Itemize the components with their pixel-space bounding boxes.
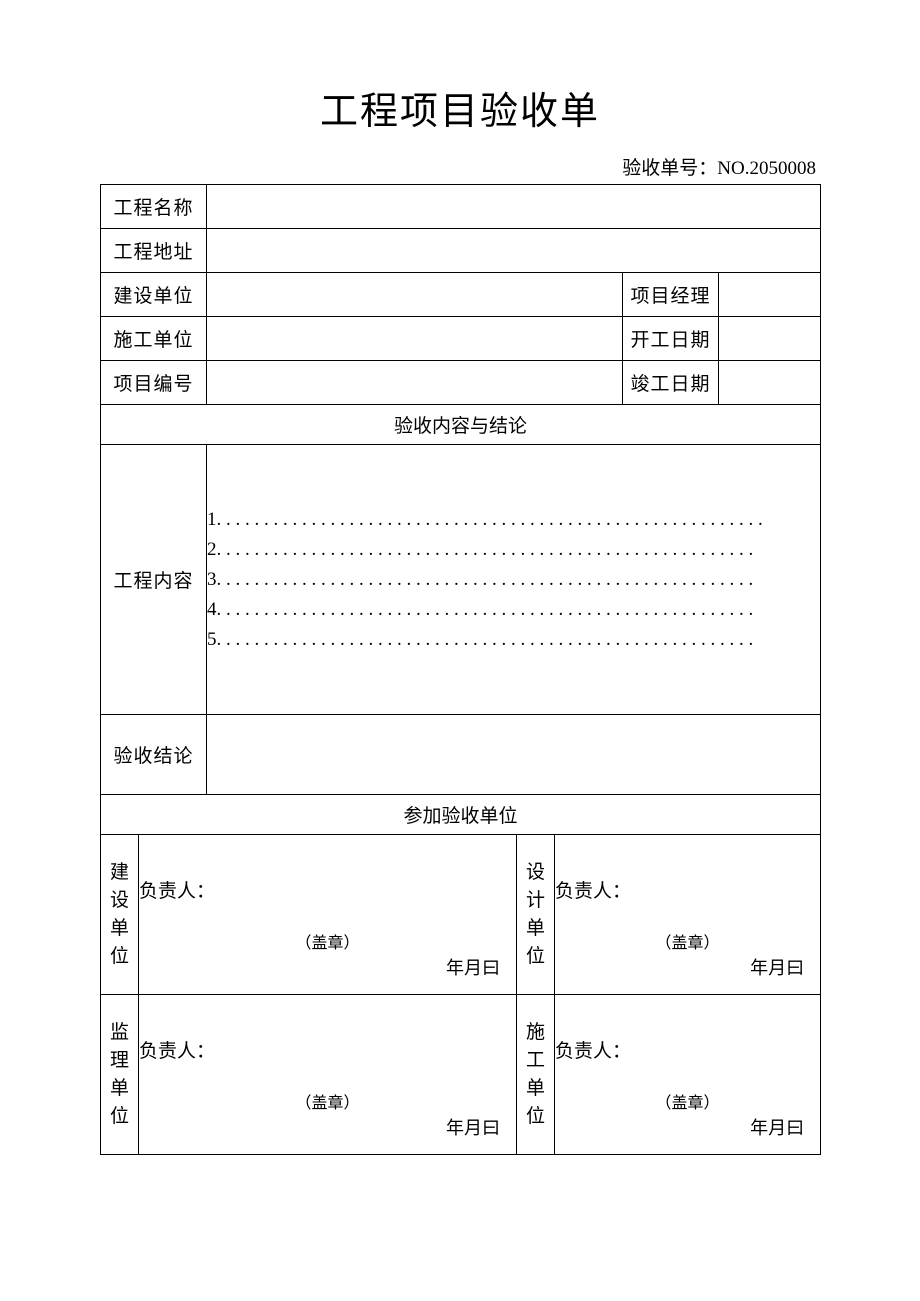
sig-unit-4-date: 年月曰	[750, 1114, 804, 1140]
value-project-address	[207, 229, 821, 273]
label-conclusion: 验收结论	[101, 715, 207, 795]
value-conclusion	[207, 715, 821, 795]
sig-unit-2-responsible: 负责人：	[555, 876, 820, 903]
sig-unit-3-ch4: 位	[110, 1106, 129, 1127]
sig-unit-4-responsible: 负责人：	[555, 1036, 820, 1063]
section-units-header: 参加验收单位	[101, 795, 821, 835]
sig-unit-1-date: 年月曰	[446, 954, 500, 980]
content-line-2: 2. . . . . . . . . . . . . . . . . . . .…	[207, 535, 820, 565]
sig-unit-2-ch2: 计	[526, 890, 545, 911]
sig-unit-3-date: 年月曰	[446, 1114, 500, 1140]
value-start-date	[719, 317, 821, 361]
sig-unit-2-date: 年月曰	[750, 954, 804, 980]
sig-unit-3-stamp: （盖章）	[139, 1089, 516, 1113]
sig-unit-1-ch3: 单	[110, 918, 129, 939]
label-content: 工程内容	[101, 445, 207, 715]
sig-unit-4-body: 负责人： （盖章） 年月曰	[555, 995, 821, 1155]
sig-unit-4-stamp: （盖章）	[555, 1089, 820, 1113]
doc-number-line: 验收单号：NO.2050008	[100, 153, 820, 180]
sig-unit-1-responsible: 负责人：	[139, 876, 516, 903]
sig-unit-3-ch2: 理	[110, 1050, 129, 1071]
content-line-5: 5. . . . . . . . . . . . . . . . . . . .…	[207, 625, 820, 655]
sig-unit-3-label: 监 理 单 位	[101, 995, 139, 1155]
doc-number-value: NO.2050008	[717, 158, 816, 179]
value-project-name	[207, 185, 821, 229]
sig-unit-4-ch3: 单	[526, 1078, 545, 1099]
label-project-name: 工程名称	[101, 185, 207, 229]
sig-unit-3-responsible: 负责人：	[139, 1036, 516, 1063]
sig-unit-1-ch4: 位	[110, 946, 129, 967]
label-project-address: 工程地址	[101, 229, 207, 273]
content-line-1: 1. . . . . . . . . . . . . . . . . . . .…	[207, 505, 820, 535]
sig-unit-2-ch1: 设	[526, 862, 545, 883]
sig-unit-4-ch2: 工	[526, 1050, 545, 1071]
sig-unit-3-body: 负责人： （盖章） 年月曰	[139, 995, 517, 1155]
sig-unit-4-label: 施 工 单 位	[517, 995, 555, 1155]
content-line-4: 4. . . . . . . . . . . . . . . . . . . .…	[207, 595, 820, 625]
sig-unit-1-label: 建 设 单 位	[101, 835, 139, 995]
value-content: 1. . . . . . . . . . . . . . . . . . . .…	[207, 445, 821, 715]
value-end-date	[719, 361, 821, 405]
page-title: 工程项目验收单	[100, 80, 820, 135]
value-build-unit	[207, 273, 623, 317]
sig-unit-3-ch3: 单	[110, 1078, 129, 1099]
value-pm	[719, 273, 821, 317]
sig-unit-2-ch4: 位	[526, 946, 545, 967]
label-contractor: 施工单位	[101, 317, 207, 361]
value-project-no	[207, 361, 623, 405]
sig-unit-2-label: 设 计 单 位	[517, 835, 555, 995]
value-contractor	[207, 317, 623, 361]
sig-unit-1-body: 负责人： （盖章） 年月曰	[139, 835, 517, 995]
sig-unit-1-ch2: 设	[110, 890, 129, 911]
sig-unit-2-body: 负责人： （盖章） 年月曰	[555, 835, 821, 995]
label-start-date: 开工日期	[623, 317, 719, 361]
sig-unit-3-ch1: 监	[110, 1022, 129, 1043]
section-content-header: 验收内容与结论	[101, 405, 821, 445]
doc-number-label: 验收单号：	[622, 158, 717, 179]
form-table: 工程名称 工程地址 建设单位 项目经理 施工单位 开工日期 项目编号 竣工日期	[100, 184, 821, 1155]
sig-unit-1-ch1: 建	[110, 862, 129, 883]
label-pm: 项目经理	[623, 273, 719, 317]
sig-unit-2-stamp: （盖章）	[555, 929, 820, 953]
label-end-date: 竣工日期	[623, 361, 719, 405]
sig-unit-1-stamp: （盖章）	[139, 929, 516, 953]
content-line-3: 3. . . . . . . . . . . . . . . . . . . .…	[207, 565, 820, 595]
sig-unit-4-ch1: 施	[526, 1022, 545, 1043]
page: 工程项目验收单 验收单号：NO.2050008 工程名称 工程地址 建设单位 项	[0, 0, 920, 1301]
label-project-no: 项目编号	[101, 361, 207, 405]
sig-unit-4-ch4: 位	[526, 1106, 545, 1127]
sig-unit-2-ch3: 单	[526, 918, 545, 939]
label-build-unit: 建设单位	[101, 273, 207, 317]
